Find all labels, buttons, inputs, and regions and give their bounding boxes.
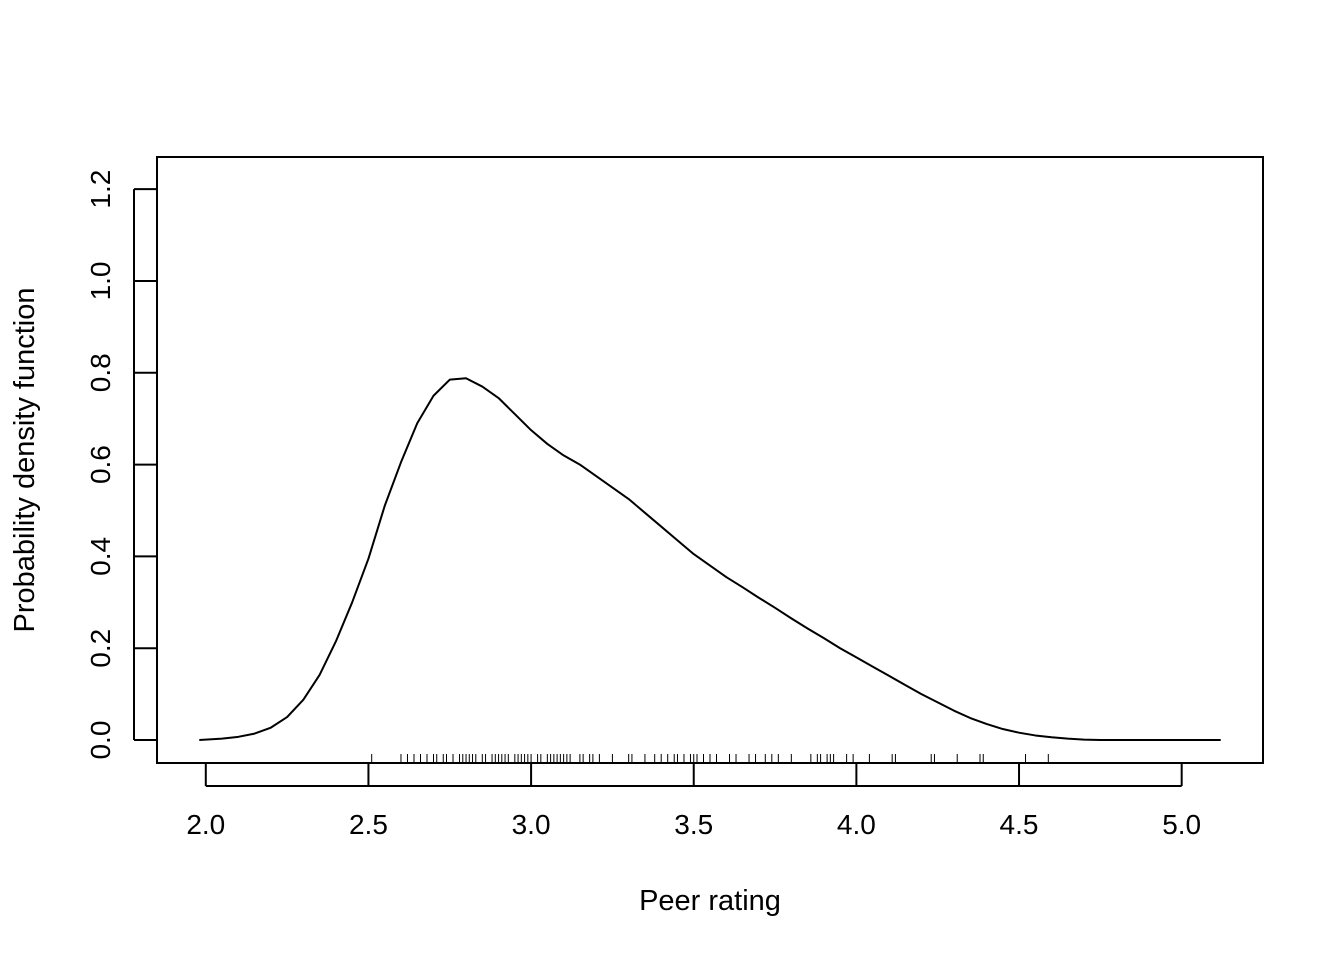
y-tick-label: 0.0 xyxy=(85,721,116,760)
y-tick-label: 0.4 xyxy=(85,537,116,576)
rug-layer xyxy=(371,754,1049,763)
x-tick-label: 3.0 xyxy=(512,809,551,840)
x-axis: 2.0 2.5 3.0 3.5 4.0 4.5 5.0 xyxy=(186,764,1201,840)
plot-frame xyxy=(156,156,1264,764)
x-tick-label: 4.0 xyxy=(837,809,876,840)
y-axis: 0.0 0.2 0.4 0.6 0.8 1.0 1.2 xyxy=(85,170,156,760)
x-tick-label: 5.0 xyxy=(1162,809,1201,840)
x-tick-label: 2.5 xyxy=(349,809,388,840)
x-tick-label: 3.5 xyxy=(674,809,713,840)
density-curve xyxy=(199,377,1221,742)
y-tick-label: 1.0 xyxy=(85,261,116,300)
x-axis-title: Peer rating xyxy=(639,885,781,917)
y-axis-title: Probability density function xyxy=(9,288,41,633)
series-layer xyxy=(199,377,1221,742)
y-tick-label: 0.8 xyxy=(85,353,116,392)
x-tick-label: 2.0 xyxy=(186,809,225,840)
y-tick-label: 1.2 xyxy=(85,170,116,209)
y-tick-label: 0.2 xyxy=(85,629,116,668)
x-tick-label: 4.5 xyxy=(1000,809,1039,840)
y-tick-label: 0.6 xyxy=(85,445,116,484)
